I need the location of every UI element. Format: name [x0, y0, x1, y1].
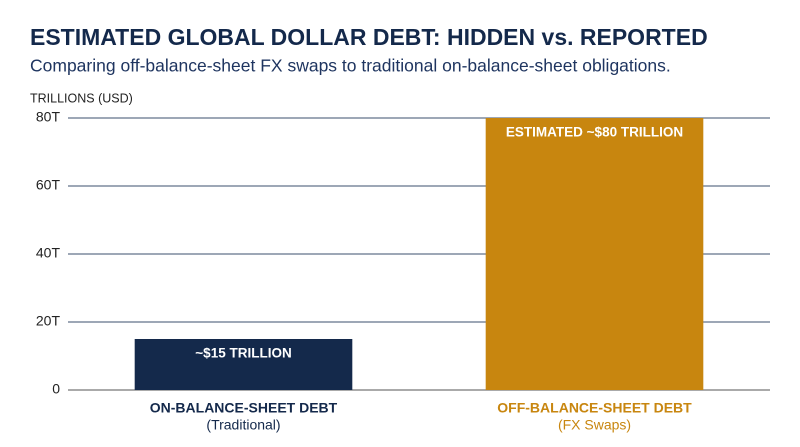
x-tick-sublabel: (Traditional)	[206, 417, 280, 433]
x-tick-label: ON-BALANCE-SHEET DEBT	[150, 400, 338, 416]
bar	[485, 118, 704, 390]
x-tick-sublabel: (FX Swaps)	[558, 417, 631, 433]
y-tick-label: 0	[52, 381, 60, 397]
y-tick-label: 20T	[36, 313, 61, 329]
y-tick-label: 40T	[36, 245, 61, 261]
chart-title: ESTIMATED GLOBAL DOLLAR DEBT: HIDDEN vs.…	[30, 24, 708, 50]
y-tick-label: 80T	[36, 109, 61, 125]
x-tick-label: OFF-BALANCE-SHEET DEBT	[497, 400, 692, 416]
y-axis-label: TRILLIONS (USD)	[30, 91, 133, 105]
value-label: ~$15 TRILLION	[195, 346, 291, 361]
value-label: ESTIMATED ~$80 TRILLION	[506, 125, 683, 140]
chart-subtitle: Comparing off-balance-sheet FX swaps to …	[30, 56, 671, 76]
bar	[134, 339, 353, 390]
y-tick-label: 60T	[36, 177, 61, 193]
